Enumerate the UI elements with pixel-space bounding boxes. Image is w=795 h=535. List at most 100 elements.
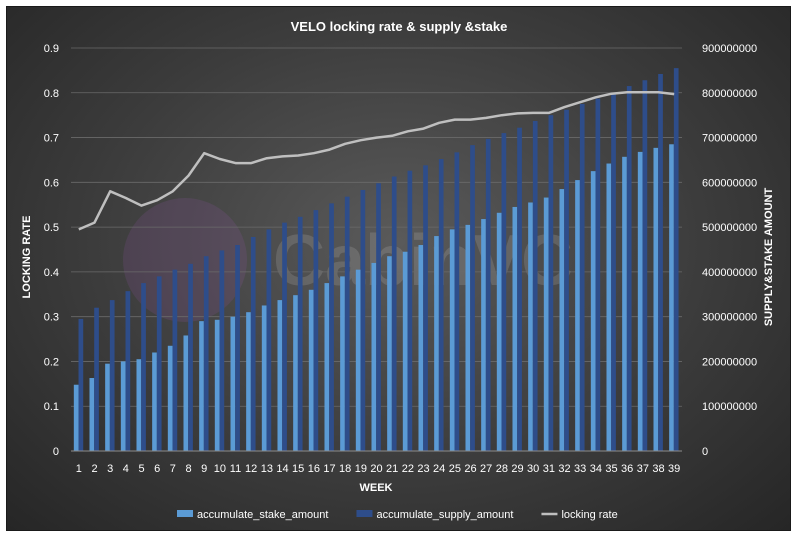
- y-tick-label: 0.5: [44, 222, 59, 234]
- bar-accumulate-supply-amount: [203, 256, 209, 451]
- legend-label: locking rate: [561, 509, 617, 521]
- bar-accumulate-supply-amount: [501, 133, 507, 452]
- x-tick-label: 8: [185, 463, 191, 475]
- bar-accumulate-supply-amount: [125, 291, 131, 451]
- x-tick-label: 7: [170, 463, 176, 475]
- bar-accumulate-stake-amount: [73, 384, 79, 451]
- y-tick-label: 0.2: [44, 356, 59, 368]
- bar-accumulate-stake-amount: [89, 378, 95, 451]
- bar-accumulate-stake-amount: [199, 321, 204, 451]
- x-tick-label: 6: [154, 463, 160, 475]
- bar-accumulate-supply-amount: [485, 138, 491, 451]
- bar-accumulate-supply-amount: [109, 300, 115, 451]
- bar-accumulate-supply-amount: [78, 318, 84, 451]
- x-tick-label: 12: [245, 463, 257, 475]
- bar-accumulate-supply-amount: [141, 283, 146, 451]
- y-tick-label: 0.8: [44, 88, 59, 100]
- bar-accumulate-stake-amount: [120, 361, 126, 451]
- bar-accumulate-stake-amount: [622, 156, 627, 451]
- bar-accumulate-stake-amount: [669, 144, 674, 451]
- bar-accumulate-supply-amount: [470, 145, 475, 451]
- x-tick-label: 20: [370, 463, 382, 475]
- bar-accumulate-stake-amount: [543, 197, 549, 451]
- bar-accumulate-stake-amount: [449, 229, 455, 451]
- y2-tick-label: 600000000: [702, 177, 757, 189]
- bar-accumulate-stake-amount: [606, 163, 612, 451]
- x-tick-label: 36: [621, 463, 633, 475]
- bar-accumulate-supply-amount: [579, 103, 585, 451]
- x-tick-label: 10: [214, 463, 226, 475]
- x-tick-label: 15: [292, 463, 304, 475]
- x-tick-label: 23: [417, 463, 429, 475]
- bar-accumulate-stake-amount: [340, 276, 345, 451]
- x-tick-label: 25: [449, 463, 461, 475]
- legend: accumulate_stake_amount accumulate_supply…: [177, 509, 618, 521]
- bar-accumulate-stake-amount: [167, 345, 173, 451]
- bar-accumulate-supply-amount: [673, 68, 679, 452]
- bar-accumulate-supply-amount: [360, 189, 366, 451]
- y2-tick-label: 0: [702, 446, 708, 458]
- x-tick-label: 18: [339, 463, 351, 475]
- x-tick-label: 33: [574, 463, 586, 475]
- bar-accumulate-supply-amount: [313, 210, 319, 451]
- bar-accumulate-stake-amount: [481, 219, 486, 451]
- bar-accumulate-stake-amount: [293, 295, 298, 451]
- bar-accumulate-stake-amount: [402, 251, 408, 451]
- line-series: [78, 91, 675, 231]
- bar-accumulate-supply-amount: [344, 196, 350, 451]
- x-tick-label: 27: [480, 463, 492, 475]
- bar-accumulate-stake-amount: [183, 335, 189, 451]
- y2-tick-label: 300000000: [702, 312, 757, 324]
- bar-accumulate-stake-amount: [465, 224, 471, 451]
- bar-accumulate-stake-amount: [590, 171, 596, 451]
- y-tick-label: 0: [53, 446, 59, 458]
- x-tick-label: 2: [91, 463, 97, 475]
- y2-tick-label: 400000000: [702, 267, 757, 279]
- bars: [73, 68, 679, 452]
- x-tick-label: 38: [652, 463, 664, 475]
- bar-accumulate-supply-amount: [658, 73, 663, 452]
- bar-accumulate-supply-amount: [642, 80, 648, 452]
- x-tick-label: 17: [323, 463, 335, 475]
- bar-accumulate-stake-amount: [277, 300, 283, 451]
- bar-accumulate-stake-amount: [512, 206, 518, 451]
- x-tick-label: 3: [107, 463, 113, 475]
- x-tick-label: 32: [558, 463, 570, 475]
- y2-tick-label: 900000000: [702, 43, 757, 55]
- bar-accumulate-supply-amount: [282, 222, 287, 451]
- chart-svg: VELO locking rate & supply &stake CabinV…: [21, 19, 775, 521]
- locking-rate-line: [78, 91, 675, 231]
- x-tick-label: 9: [201, 463, 207, 475]
- x-tick-label: 1: [76, 463, 82, 475]
- bar-accumulate-stake-amount: [559, 189, 565, 452]
- legend-label: accumulate_supply_amount: [376, 509, 513, 521]
- y-tick-label: 0.3: [44, 312, 59, 324]
- y-tick-label: 0.6: [44, 177, 59, 189]
- bar-accumulate-stake-amount: [214, 319, 220, 451]
- bar-accumulate-supply-amount: [172, 269, 178, 451]
- x-tick-label: 29: [511, 463, 523, 475]
- bar-accumulate-supply-amount: [548, 115, 554, 452]
- bar-accumulate-stake-amount: [324, 283, 330, 451]
- bar-accumulate-supply-amount: [564, 109, 569, 451]
- x-axis-label: WEEK: [360, 482, 393, 494]
- bar-accumulate-stake-amount: [528, 202, 533, 451]
- bar-accumulate-supply-amount: [454, 152, 460, 452]
- y2-tick-label: 700000000: [702, 133, 757, 145]
- bar-accumulate-stake-amount: [575, 180, 580, 451]
- axes: 0 0.1 0.2 0.3 0.4 0.5 0.6 0.7 0.8 0.9 0 100000000 20…: [44, 43, 757, 475]
- x-tick-label: 39: [668, 463, 680, 475]
- x-tick-label: 28: [496, 463, 508, 475]
- x-tick-label: 30: [527, 463, 539, 475]
- bar-accumulate-stake-amount: [308, 289, 314, 451]
- legend-swatch: [177, 510, 193, 517]
- x-tick-label: 16: [308, 463, 320, 475]
- x-tick-label: 31: [543, 463, 555, 475]
- bar-accumulate-stake-amount: [105, 363, 110, 451]
- legend-swatch: [356, 510, 373, 517]
- y2-tick-label: 100000000: [702, 401, 757, 413]
- bar-accumulate-supply-amount: [376, 183, 381, 451]
- bar-accumulate-stake-amount: [637, 151, 643, 451]
- bar-accumulate-stake-amount: [246, 312, 251, 451]
- y-tick-label: 0.4: [44, 267, 59, 279]
